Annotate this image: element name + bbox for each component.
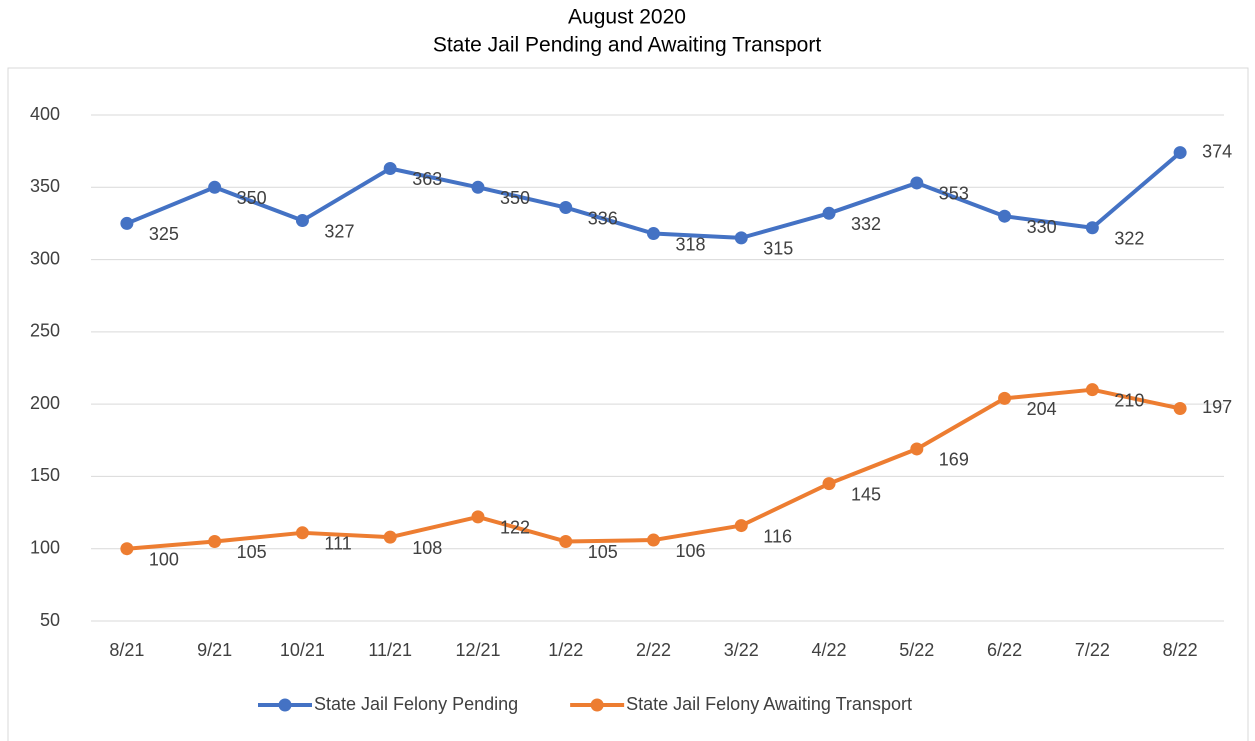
- data-label: 122: [500, 518, 530, 538]
- data-point: [1085, 221, 1099, 235]
- data-point: [559, 534, 573, 548]
- data-point: [295, 214, 309, 228]
- chart-frame: [7, 67, 1249, 741]
- legend-marker: [590, 698, 604, 712]
- legend-label: State Jail Felony Pending: [314, 694, 518, 714]
- x-tick-label: 9/21: [197, 640, 232, 660]
- data-point: [734, 231, 748, 245]
- data-label: 106: [676, 541, 706, 561]
- data-label: 145: [851, 484, 881, 504]
- x-tick-label: 3/22: [724, 640, 759, 660]
- data-point: [120, 542, 134, 556]
- data-point: [559, 201, 573, 215]
- data-point: [910, 442, 924, 456]
- series-line: [126, 387, 1181, 551]
- x-tick-label: 11/21: [368, 640, 412, 660]
- x-tick-label: 5/22: [899, 640, 934, 660]
- data-label: 204: [1027, 399, 1057, 419]
- data-label: 318: [676, 234, 706, 254]
- x-tick-label: 6/22: [987, 640, 1022, 660]
- data-label: 169: [939, 450, 969, 470]
- data-label: 336: [588, 208, 618, 228]
- x-tick-label: 8/22: [1163, 640, 1198, 660]
- data-label: 353: [939, 184, 969, 204]
- data-label: 374: [1202, 141, 1232, 161]
- data-label: 116: [763, 526, 792, 546]
- data-point: [471, 180, 485, 194]
- x-tick-label: 10/21: [280, 640, 325, 660]
- data-label: 210: [1114, 390, 1144, 410]
- data-label: 108: [412, 538, 442, 558]
- y-tick-label: 300: [30, 248, 60, 268]
- data-label: 322: [1114, 229, 1144, 249]
- data-label: 325: [149, 224, 179, 244]
- y-tick-label: 50: [40, 610, 60, 630]
- data-point: [647, 533, 660, 547]
- data-label: 330: [1027, 217, 1057, 237]
- data-label: 327: [324, 221, 354, 241]
- data-point: [734, 519, 748, 533]
- data-point: [383, 530, 397, 544]
- data-label: 332: [851, 214, 881, 234]
- data-label: 350: [237, 188, 267, 208]
- data-point: [295, 526, 309, 540]
- y-tick-label: 150: [30, 465, 60, 485]
- data-point: [998, 391, 1012, 405]
- data-point: [471, 510, 485, 524]
- legend-marker: [278, 698, 292, 712]
- data-label: 105: [237, 542, 267, 562]
- data-point: [910, 176, 924, 190]
- data-point: [1173, 146, 1187, 160]
- series-line: [126, 151, 1182, 240]
- data-point: [383, 161, 397, 175]
- data-label: 105: [588, 542, 618, 562]
- data-point: [822, 206, 836, 220]
- data-point: [822, 477, 836, 491]
- data-point: [1085, 383, 1099, 397]
- data-label: 315: [763, 239, 793, 259]
- y-tick-label: 350: [30, 176, 60, 196]
- data-point: [120, 216, 134, 230]
- data-label: 197: [1202, 397, 1232, 417]
- x-tick-label: 7/22: [1075, 640, 1110, 660]
- data-point: [208, 534, 222, 548]
- data-label: 100: [149, 549, 179, 569]
- x-tick-label: 8/21: [109, 640, 144, 660]
- y-tick-label: 200: [30, 393, 60, 413]
- x-tick-label: 2/22: [636, 640, 671, 660]
- data-point: [647, 227, 660, 241]
- data-point: [1173, 401, 1187, 415]
- x-tick-label: 1/22: [548, 640, 583, 660]
- y-tick-label: 400: [30, 104, 60, 124]
- chart-subtitle: State Jail Pending and Awaiting Transpor…: [433, 34, 822, 57]
- legend-label: State Jail Felony Awaiting Transport: [626, 694, 912, 714]
- chart-title: August 2020: [568, 6, 686, 29]
- x-tick-label: 12/21: [455, 640, 500, 660]
- data-label: 363: [412, 169, 442, 189]
- data-point: [208, 180, 222, 194]
- data-point: [998, 209, 1012, 223]
- data-label: 350: [500, 188, 530, 208]
- y-tick-label: 250: [30, 321, 60, 341]
- data-label: 111: [324, 534, 351, 554]
- x-tick-label: 4/22: [812, 640, 847, 660]
- y-tick-label: 100: [30, 537, 60, 557]
